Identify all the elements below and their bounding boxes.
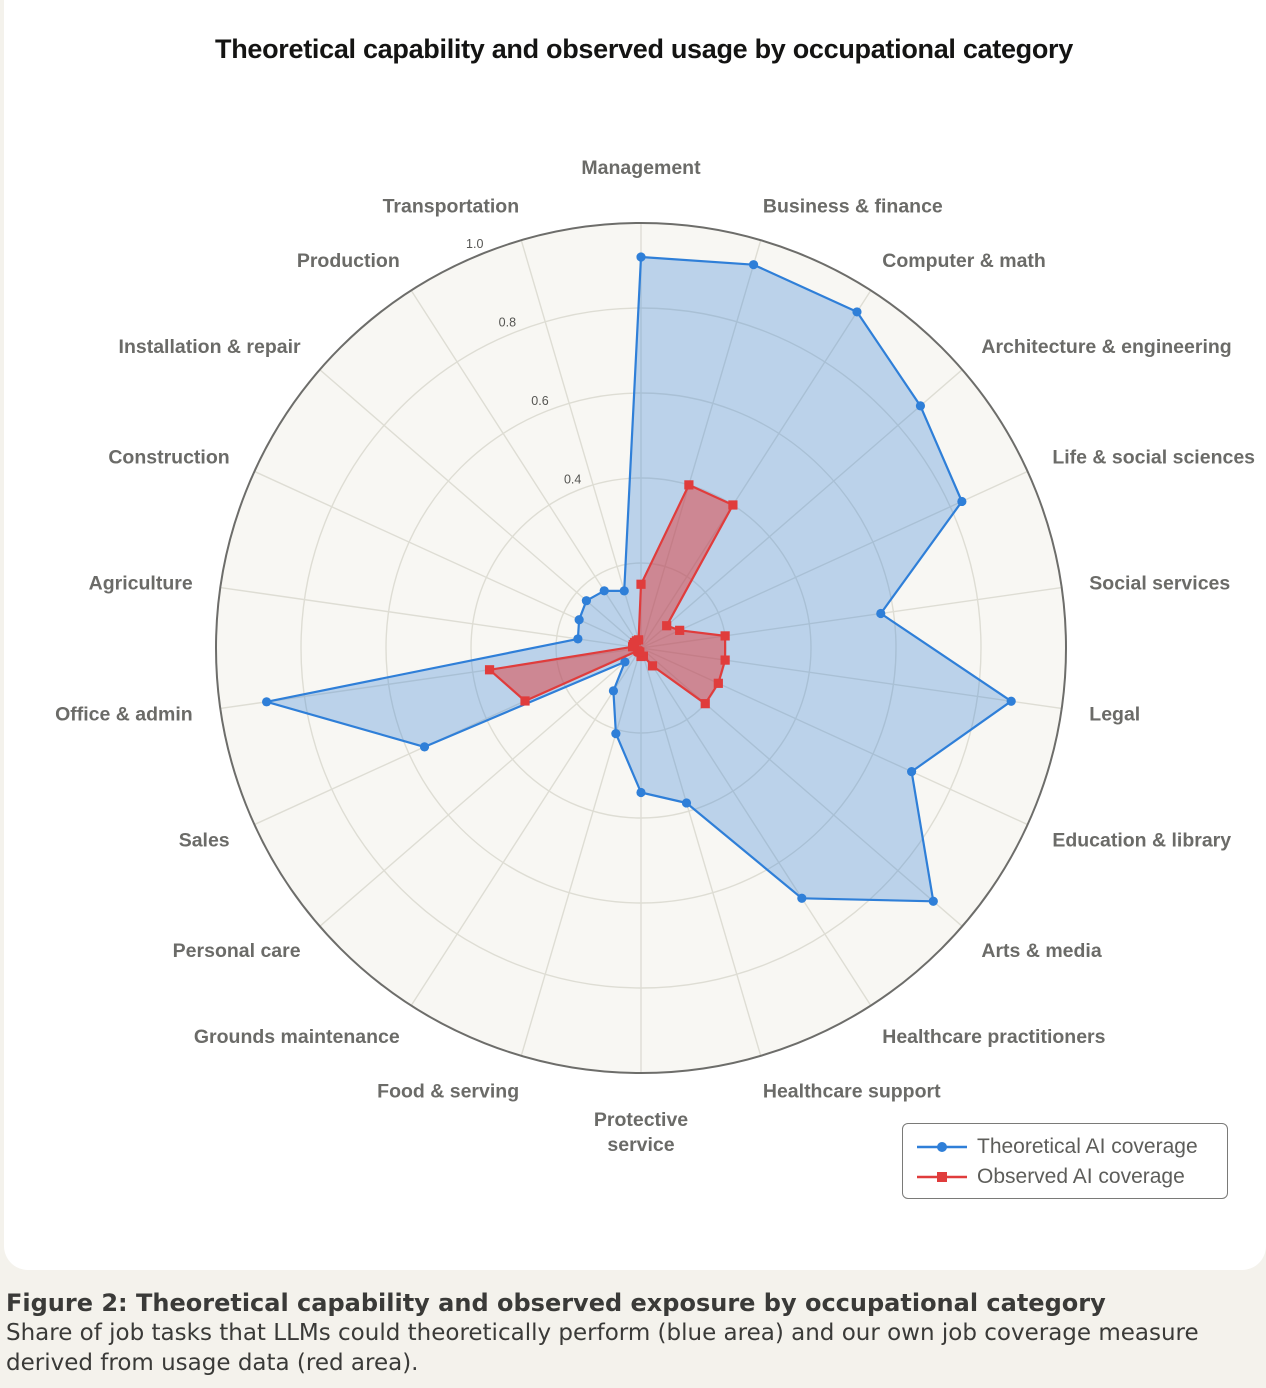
category-label: Food & serving xyxy=(377,1080,519,1102)
radial-tick-label: 1.0 xyxy=(466,237,483,251)
caption-text: Share of job tasks that LLMs could theor… xyxy=(6,1320,1199,1376)
observed-point xyxy=(720,631,730,641)
category-label-line: Protective xyxy=(594,1109,688,1131)
observed-point xyxy=(647,661,658,671)
category-label: Construction xyxy=(108,446,229,468)
radial-tick-label: 0.8 xyxy=(499,316,516,330)
theoretical-point xyxy=(797,893,807,903)
theoretical-point xyxy=(620,657,630,667)
category-label: Sales xyxy=(179,830,230,852)
radar-spoke xyxy=(640,647,872,1006)
category-labels: Management Business & finance Computer & m… xyxy=(55,157,1255,1156)
theoretical-point xyxy=(611,729,621,739)
radar-series xyxy=(262,252,1016,906)
category-label: Legal xyxy=(1089,704,1140,726)
category-label: Office & admin xyxy=(55,704,193,726)
observed-point xyxy=(633,646,643,656)
radar-ring xyxy=(300,307,982,989)
observed-point xyxy=(728,500,738,510)
theoretical-point xyxy=(262,697,272,707)
theoretical-point xyxy=(573,634,583,644)
radar-spoke xyxy=(410,647,642,1006)
legend-marker-observed xyxy=(917,1172,967,1182)
theoretical-point xyxy=(1006,696,1016,706)
theoretical-point xyxy=(599,586,609,596)
category-label: Computer & math xyxy=(882,250,1046,272)
category-label: Agriculture xyxy=(89,572,193,594)
legend-item-theoretical: Theoretical AI coverage xyxy=(903,1132,1227,1162)
theoretical-point xyxy=(748,260,759,270)
observed-point xyxy=(484,665,495,675)
radar-chart: 0.4 0.6 0.8 1.0 Management Business & financ… xyxy=(55,157,1255,1156)
theoretical-point xyxy=(581,596,591,606)
radar-spoke xyxy=(520,647,642,1056)
radar-ring xyxy=(385,392,897,904)
observed-point xyxy=(520,696,530,706)
category-label-line: service xyxy=(607,1134,674,1156)
theoretical-point xyxy=(619,586,629,596)
legend: Theoretical AI coverage Observed AI cove… xyxy=(902,1123,1228,1199)
radar-spoke xyxy=(640,369,963,649)
observed-point xyxy=(634,635,644,645)
category-label: Production xyxy=(297,250,400,272)
legend-marker-theoretical xyxy=(917,1142,967,1152)
theoretical-point xyxy=(608,686,619,696)
category-label: Healthcare support xyxy=(763,1080,941,1102)
caption-title: Figure 2: Theoretical capability and obs… xyxy=(6,1289,1106,1317)
theoretical-point xyxy=(681,798,692,808)
theoretical-point xyxy=(915,401,926,411)
theoretical-point xyxy=(636,252,646,262)
observed-point xyxy=(675,625,685,635)
observed-point xyxy=(720,655,730,665)
legend-label-theoretical: Theoretical AI coverage xyxy=(977,1135,1198,1158)
radial-tick-label: 0.4 xyxy=(564,473,581,487)
category-label: Installation & repair xyxy=(119,336,301,358)
theoretical-point xyxy=(957,496,967,507)
figure-caption: Figure 2: Theoretical capability and obs… xyxy=(6,1288,1262,1378)
category-label: Arts & media xyxy=(981,940,1101,962)
observed-point xyxy=(713,678,723,688)
theoretical-point xyxy=(928,896,938,906)
legend-label-observed: Observed AI coverage xyxy=(977,1165,1185,1188)
legend-item-observed: Observed AI coverage xyxy=(903,1162,1227,1192)
category-label: Personal care xyxy=(173,940,301,962)
observed-point xyxy=(700,699,710,709)
theoretical-point xyxy=(419,742,430,752)
category-label: Protective service xyxy=(594,1109,688,1156)
observed-point xyxy=(684,480,694,490)
observed-point xyxy=(662,621,672,631)
radial-tick-label: 0.6 xyxy=(531,394,548,408)
category-label: Life & social sciences xyxy=(1052,446,1255,468)
theoretical-point xyxy=(636,787,646,798)
theoretical-point xyxy=(852,307,862,317)
category-label: Business & finance xyxy=(763,196,943,218)
theoretical-point xyxy=(907,766,917,777)
radar-spoke xyxy=(520,240,642,649)
radar-outer-ring xyxy=(215,222,1067,1074)
category-label: Healthcare practitioners xyxy=(882,1026,1105,1048)
theoretical-point xyxy=(876,608,886,619)
radar-ring xyxy=(470,477,812,819)
radar-spoke xyxy=(319,647,642,927)
observed-point xyxy=(636,579,646,589)
radar-spoke xyxy=(640,647,762,1056)
category-label: Grounds maintenance xyxy=(194,1026,400,1048)
category-label: Social services xyxy=(1089,572,1230,594)
radar-spoke xyxy=(220,586,642,649)
category-label: Education & library xyxy=(1052,830,1231,852)
category-label: Architecture & engineering xyxy=(981,336,1231,358)
category-label: Transportation xyxy=(383,196,520,218)
theoretical-point xyxy=(574,615,584,625)
chart-title: Theoretical capability and observed usag… xyxy=(215,34,1073,64)
category-label: Management xyxy=(581,157,701,179)
